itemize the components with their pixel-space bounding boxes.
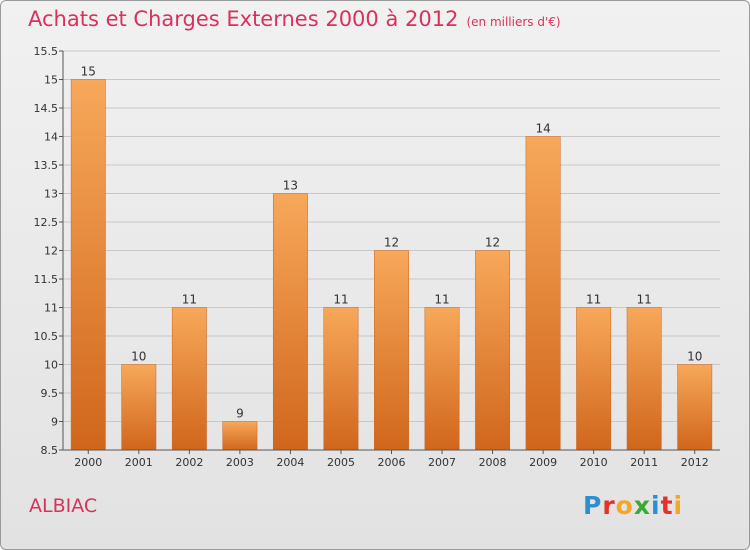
bar [374,250,409,451]
bar [475,250,511,451]
y-tick-label: 14.5 [34,102,59,115]
value-label: 11 [182,293,197,307]
value-label: 15 [81,65,96,79]
logo-letter: r [602,491,616,520]
x-tick-label: 2006 [378,456,406,469]
y-tick-label: 15.5 [34,45,59,58]
value-label: 12 [485,236,500,250]
bar [272,193,308,451]
chart-title: Achats et Charges Externes 2000 à 2012 (e… [28,7,561,31]
x-tick-label: 2001 [125,456,153,469]
bars [70,79,713,451]
bar [626,307,662,451]
y-tick-label: 13.5 [34,159,59,172]
value-label: 14 [535,122,550,136]
bar [171,307,207,451]
place-name: ALBIAC [29,495,98,517]
y-tick-label: 9 [51,416,58,429]
value-label: 13 [283,179,298,193]
x-tick-label: 2004 [276,456,304,469]
x-tick-label: 2009 [529,456,557,469]
y-tick-label: 15 [44,74,58,87]
axes: 8.599.51010.51111.51212.51313.51414.5151… [34,45,720,469]
x-tick-label: 2012 [681,456,709,469]
x-tick-label: 2005 [327,456,355,469]
logo-letter: o [615,491,634,520]
value-label: 11 [637,293,652,307]
x-tick-label: 2007 [428,456,456,469]
logo-letter: P [583,491,603,520]
value-label: 11 [434,293,449,307]
y-tick-label: 11 [44,302,58,315]
x-tick-label: 2002 [175,456,203,469]
bar [677,364,713,451]
bar [121,364,157,451]
y-tick-label: 12.5 [34,216,59,229]
y-tick-label: 8.5 [41,444,59,457]
value-label: 11 [333,293,348,307]
logo-letter: t [660,491,674,520]
logo-letter: i [651,491,661,520]
value-label: 12 [384,236,399,250]
logo-letter: x [633,491,651,520]
value-label: 9 [236,407,244,421]
x-tick-label: 2010 [580,456,608,469]
chart-subtitle: (en milliers d'€) [466,15,561,29]
value-label: 11 [586,293,601,307]
proxiti-logo: Proxiti [583,491,683,520]
x-tick-label: 2008 [479,456,507,469]
y-tick-label: 11.5 [34,273,59,286]
value-label: 10 [687,350,702,364]
bar [525,136,561,451]
y-tick-label: 13 [44,188,58,201]
bar [70,79,106,451]
y-tick-label: 9.5 [41,387,59,400]
y-tick-label: 12 [44,245,58,258]
bar [576,307,612,451]
bar [323,307,359,451]
y-tick-label: 14 [44,131,58,144]
value-labels: 15 10 11 9 13 11 12 11 12 14 11 11 10 [81,65,703,421]
bar [222,421,258,451]
x-tick-label: 2000 [74,456,102,469]
logo-letter: i [673,491,684,520]
value-label: 10 [131,350,146,364]
bar [424,307,460,451]
x-tick-label: 2003 [226,456,254,469]
y-tick-label: 10.5 [34,330,59,343]
y-tick-label: 10 [44,359,58,372]
x-tick-label: 2011 [630,456,658,469]
